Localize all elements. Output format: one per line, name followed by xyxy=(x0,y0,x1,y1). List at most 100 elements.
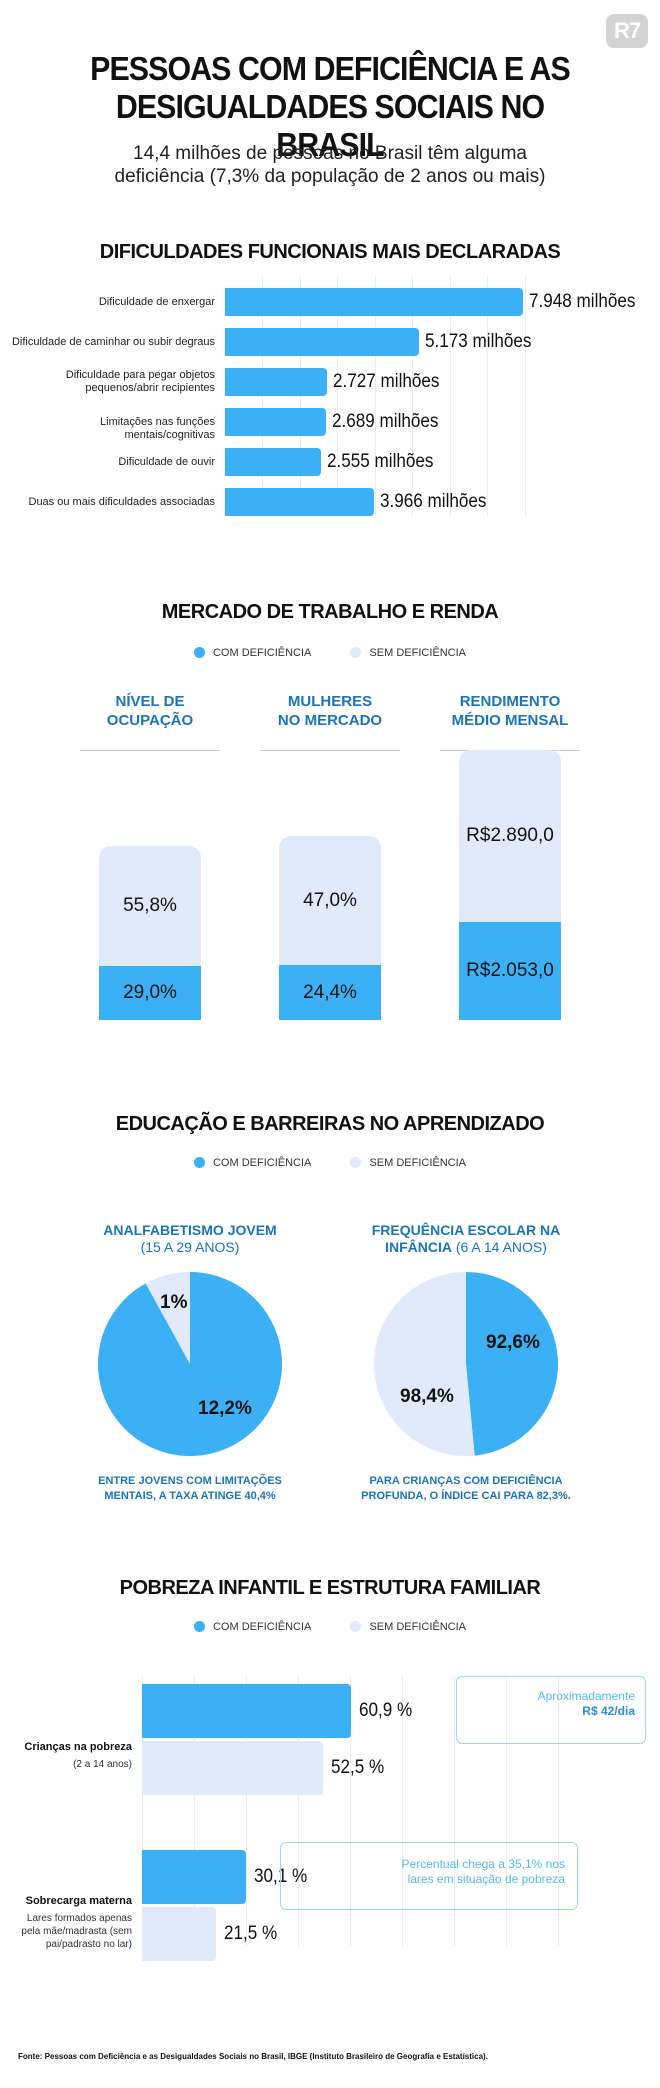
pie-slice-sem xyxy=(145,1272,190,1364)
bar-com xyxy=(142,1684,352,1738)
category-label-line: Dificuldade de ouvir xyxy=(118,455,215,468)
category-label: Limitações nas funções mentais/cognitiva… xyxy=(10,416,215,442)
legend-com-label: COM DEFICIÊNCIA xyxy=(212,1157,312,1169)
labor-market-chart: NÍVEL DE OCUPAÇÃO 55,8% 29,0% MULHERES NO MER… xyxy=(0,680,660,1040)
pie-label-com: 12,2% xyxy=(198,1398,252,1419)
group-sublabel-line: (2 a 14 anos) xyxy=(73,1759,132,1770)
page-subtitle: 14,4 milhões de pessoas no Brasil têm al… xyxy=(60,142,600,188)
grid-line xyxy=(374,276,376,516)
bar xyxy=(225,368,328,396)
grid-line xyxy=(454,1676,455,1946)
pie-subtitle: (6 A 14 ANOS) xyxy=(451,1239,547,1255)
legend-com: COM DEFICIÊNCIA xyxy=(193,646,311,660)
legend-com-dot xyxy=(193,647,205,658)
grid-line xyxy=(350,1676,351,1946)
panel-title: MULHERES NO MERCADO xyxy=(255,692,405,730)
panel-title-line: MÉDIO MENSAL xyxy=(451,712,569,729)
data-label: 5.173 milhões xyxy=(424,331,532,352)
subtitle-line-2: deficiência (7,3% da população de 2 anos… xyxy=(114,166,546,187)
panel-title-line: NO MERCADO xyxy=(277,712,383,729)
legend: COM DEFICIÊNCIA SEM DEFICIÊNCIA xyxy=(0,646,660,660)
panel-divider xyxy=(260,750,400,751)
functional-difficulties-chart: Dificuldade de enxergar 7.948 milhões Difi… xyxy=(0,270,660,520)
pie-note-line: MENTAIS, A TAXA ATINGE 40,4% xyxy=(104,1490,276,1502)
panel-title-line: NÍVEL DE xyxy=(115,693,185,710)
pie-note: PARA CRIANÇAS COM DEFICIÊNCIA PROFUNDA, O… xyxy=(336,1474,596,1504)
grid-line xyxy=(402,1676,403,1946)
grid-line xyxy=(558,1676,559,1946)
group-sublabel-line: pela mãe/madrasta (sem xyxy=(21,1926,132,1937)
grid-line xyxy=(412,276,413,516)
panel-title: RENDIMENTO MÉDIO MENSAL xyxy=(435,692,585,730)
legend-com-dot xyxy=(193,1157,205,1168)
group-sublabel: Lares formados apenas pela mãe/madrasta (… xyxy=(12,1912,132,1951)
data-label: 2.555 milhões xyxy=(326,451,434,472)
grid-line xyxy=(337,276,338,516)
bar xyxy=(225,288,524,316)
pie-note: ENTRE JOVENS COM LIMITAÇÕES MENTAIS, A TA… xyxy=(60,1474,320,1504)
group-sublabel-line: Lares formados apenas xyxy=(26,1913,132,1924)
category-label-line: Dificuldade de caminhar ou subir degraus xyxy=(11,335,215,348)
grid-line xyxy=(194,1676,195,1946)
legend-sem: SEM DEFICIÊNCIA xyxy=(350,646,466,660)
pie-label-com: 92,6% xyxy=(486,1332,540,1353)
bar xyxy=(225,408,326,436)
pie-title: FREQUÊNCIA ESCOLAR NA INFÂNCIA (6 A 14 AN… xyxy=(341,1222,591,1256)
section-title-educacao: EDUCAÇÃO E BARREIRAS NO APRENDIZADO xyxy=(115,1113,545,1135)
pie-title-line: ANALFABETISMO JOVEM xyxy=(103,1222,277,1238)
category-label-line: Dificuldade de enxergar xyxy=(98,295,215,308)
bar-sem xyxy=(142,1907,216,1961)
title-line-2: DESIGUALDADES SOCIAIS NO BRASIL xyxy=(115,88,545,163)
section-title-mercado: MERCADO DE TRABALHO E RENDA xyxy=(161,601,499,623)
pie-title-line: INFÂNCIA xyxy=(385,1239,452,1255)
category-label-line: pequenos/abrir recipientes xyxy=(85,382,215,394)
bar xyxy=(225,488,374,516)
pie-title: ANALFABETISMO JOVEM (15 A 29 ANOS) xyxy=(65,1222,315,1256)
legend-sem: SEM DEFICIÊNCIA xyxy=(350,1156,466,1170)
source-note: Fonte: Pessoas com Deficiência e as Desi… xyxy=(18,2052,488,2061)
callout-line: Percentual chega a 35,1% nos xyxy=(401,1857,565,1871)
bar-com xyxy=(279,965,381,1020)
legend: COM DEFICIÊNCIA SEM DEFICIÊNCIA xyxy=(0,1156,660,1170)
bar-com xyxy=(459,922,561,1020)
bar xyxy=(225,448,321,476)
pie-note-line: PARA CRIANÇAS COM DEFICIÊNCIA xyxy=(369,1475,563,1487)
section-title-pobreza: POBREZA INFANTIL E ESTRUTURA FAMILIAR xyxy=(119,1577,541,1599)
pie-slice-sem xyxy=(374,1272,475,1456)
pie-note-line: ENTRE JOVENS COM LIMITAÇÕES xyxy=(98,1475,282,1487)
data-label-sem: 52,5 % xyxy=(330,1757,384,1778)
callout-line: lares em situação de pobreza xyxy=(407,1872,565,1886)
pie-label-sem: 98,4% xyxy=(400,1386,454,1407)
legend-sem-dot xyxy=(350,1621,362,1632)
grid-line xyxy=(298,1676,299,1946)
pie-label-sem: 1% xyxy=(160,1292,188,1313)
data-label-sem: R$2.890,0 xyxy=(466,825,554,847)
pie-title-line: FREQUÊNCIA ESCOLAR NA xyxy=(371,1222,561,1238)
data-label-com: 24,4% xyxy=(303,981,357,1003)
callout-sobrecarga: Percentual chega a 35,1% nos lares em sit… xyxy=(280,1842,578,1910)
pie-chart xyxy=(98,1272,282,1456)
data-label-sem: 55,8% xyxy=(123,894,177,916)
grid-line xyxy=(449,276,451,516)
legend-com-label: COM DEFICIÊNCIA xyxy=(212,1621,312,1633)
panel-title: NÍVEL DE OCUPAÇÃO xyxy=(75,692,225,730)
legend-sem-dot xyxy=(350,647,362,658)
panel-title-line: MULHERES xyxy=(287,693,373,710)
data-label-sem: 47,0% xyxy=(303,889,357,911)
callout-pobreza: Aproximadamente R$ 42/dia xyxy=(456,1676,646,1744)
panel-title-line: RENDIMENTO xyxy=(459,693,561,710)
category-label: Dificuldade de caminhar ou subir degraus xyxy=(10,336,215,349)
pie-chart xyxy=(374,1272,559,1456)
category-label: Dificuldade para pegar objetos pequenos/a… xyxy=(10,369,215,395)
grid-line xyxy=(506,1676,507,1946)
panel-title-line: OCUPAÇÃO xyxy=(106,712,194,729)
pie-note-line: PROFUNDA, O ÍNDICE CAI PARA 82,3%. xyxy=(361,1490,571,1502)
page-title: PESSOAS COM DEFICIÊNCIA E AS DESIGUALDAD… xyxy=(63,50,597,164)
callout-line: R$ 42/dia xyxy=(582,1704,635,1718)
r7-logo: R7 xyxy=(606,14,648,48)
grid-line xyxy=(262,276,263,516)
category-label: Dificuldade de enxergar xyxy=(10,296,215,309)
category-label-line: Dificuldade para pegar objetos xyxy=(65,369,215,381)
data-label: 2.689 milhões xyxy=(331,411,439,432)
pie-subtitle: (15 A 29 ANOS) xyxy=(140,1239,240,1255)
